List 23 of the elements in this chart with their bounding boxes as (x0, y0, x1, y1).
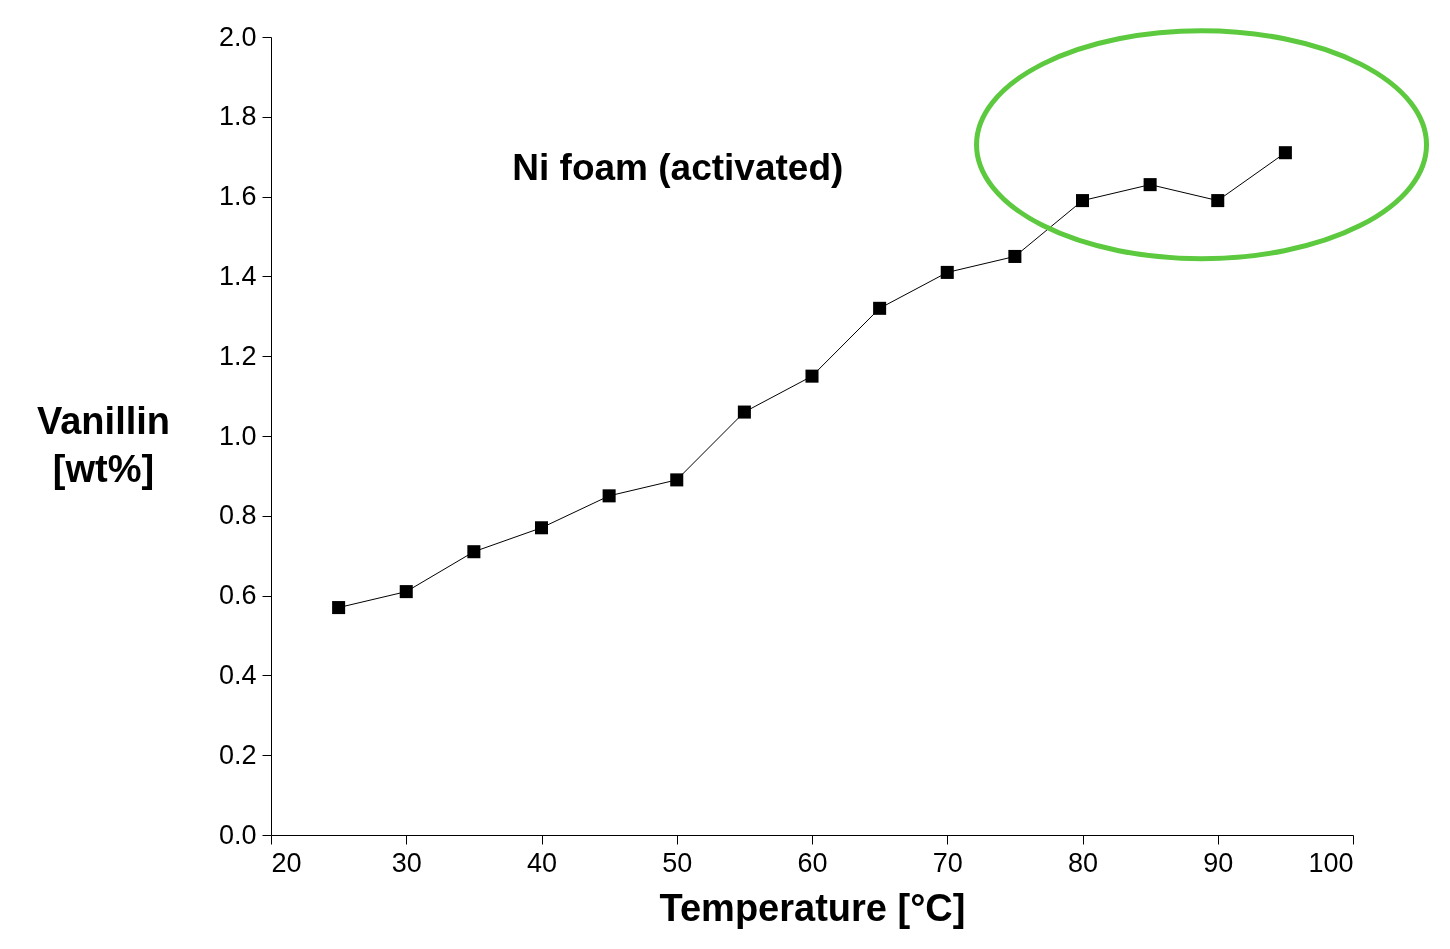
x-tick-label: 90 (1203, 847, 1234, 878)
x-tick-label: 100 (1308, 847, 1354, 878)
y-axis-title: Vanillin [wt%] (36, 399, 171, 490)
x-tick-label: 40 (526, 847, 558, 878)
y-tick-label: 0.6 (218, 580, 257, 611)
y-tick-label: 1.6 (218, 181, 257, 212)
y-tick-label: 0.0 (218, 819, 257, 850)
x-tick-label: 50 (662, 847, 693, 878)
y-tick-label: 1.0 (218, 420, 257, 451)
y-tick-label: 1.4 (218, 260, 257, 291)
x-axis-title: Temperature [°C] (659, 886, 966, 929)
x-tick-label: 80 (1067, 847, 1099, 878)
x-tick-label: 30 (391, 847, 422, 878)
x-tick-label: 20 (271, 847, 302, 878)
annotation: Ni foam (activated) (512, 146, 844, 188)
x-tick-label: 70 (932, 847, 963, 878)
y-tick-label: 2.0 (218, 21, 257, 52)
x-tick-label: 60 (797, 847, 828, 878)
y-tick-label: 0.8 (218, 500, 257, 531)
y-tick-label: 0.2 (218, 739, 257, 770)
y-tick-label: 0.4 (218, 659, 257, 690)
y-tick-label: 1.2 (218, 340, 257, 371)
y-tick-label: 1.8 (218, 101, 257, 132)
